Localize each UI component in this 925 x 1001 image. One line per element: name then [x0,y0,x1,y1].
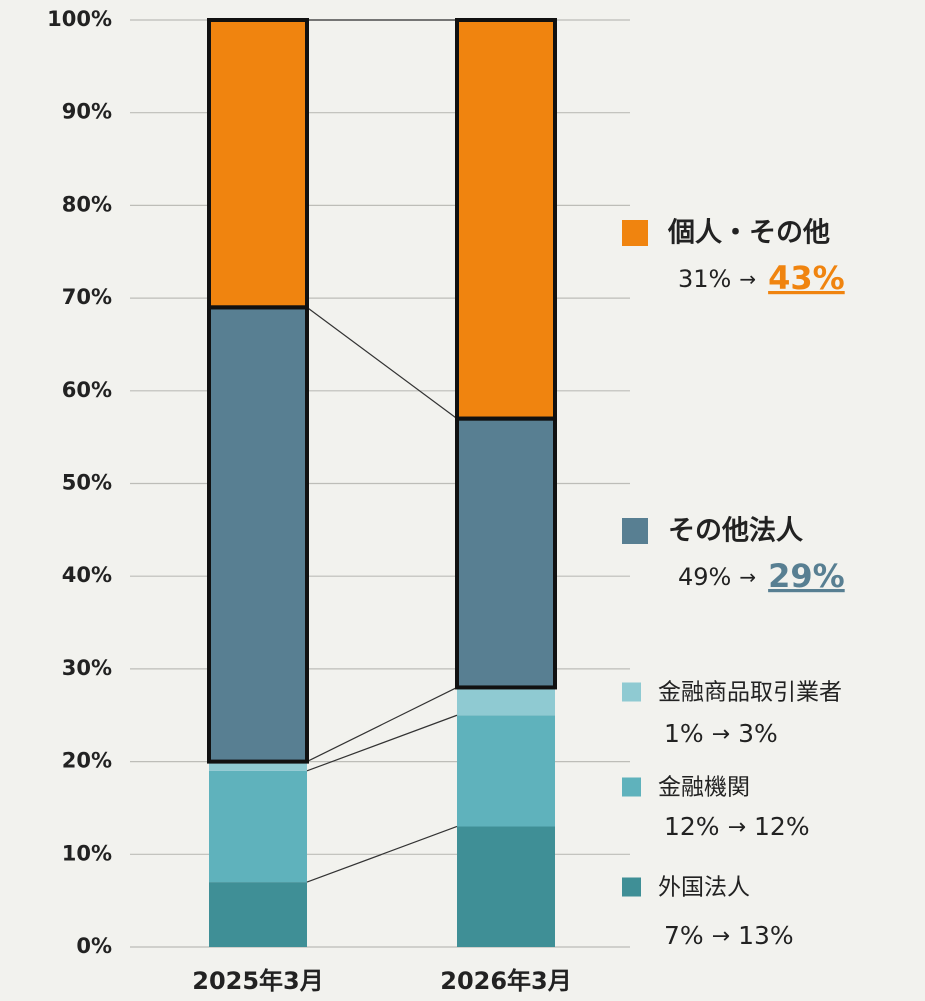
legend-label: 金融機関 [658,775,750,801]
bar-segment [457,715,555,827]
legend-value-to: 13% [738,921,794,950]
y-tick-label: 60% [62,378,112,402]
y-tick-label: 50% [62,471,112,495]
x-tick-label: 2026年3月 [440,967,572,995]
y-tick-label: 30% [62,656,112,680]
legend-value-from: 49% [678,563,731,591]
legend-arrow: → [728,815,746,840]
bar-segment [209,770,307,883]
legend-label: 外国法人 [658,875,750,901]
bar-segment [209,761,307,771]
segment-outline [455,18,557,421]
x-tick-label: 2025年3月 [192,967,324,995]
y-tick-label: 40% [62,563,112,587]
legend-value-to: 3% [738,719,778,748]
bar-segment [209,20,307,308]
y-tick-label: 90% [62,100,112,124]
bar-segment [457,20,555,419]
bar-segment [457,687,555,716]
legend-arrow: → [712,722,730,747]
legend-swatch [622,220,648,246]
legend-value-from: 12% [664,812,720,841]
connector-line [306,686,458,763]
y-tick-label: 20% [62,749,112,773]
y-tick-label: 70% [62,285,112,309]
legend-value-from: 31% [678,265,731,293]
legend-value-from: 7% [664,921,704,950]
bar-segment [209,307,307,762]
y-tick-label: 0% [76,934,112,958]
legend-label: 個人・その他 [667,218,830,249]
legend-values: 12% → 12% [664,812,810,841]
legend-value-to: 29% [768,557,845,595]
legend-arrow: → [739,565,756,589]
legend-values: 7% → 13% [664,921,794,950]
legend-label: 金融商品取引業者 [658,680,842,706]
legend-swatch [622,777,641,797]
legend-values: 31% → 43% [678,259,845,297]
legend-arrow: → [739,267,756,291]
legend-swatch [622,518,648,544]
legend-values: 49% → 29% [678,557,845,595]
connector-line [306,825,458,883]
bar-segment [209,882,307,947]
legend-value-to: 43% [768,259,845,297]
y-tick-label: 10% [62,841,112,865]
legend-arrow: → [712,924,730,949]
y-tick-label: 100% [47,7,112,31]
connector-line [306,306,458,420]
y-tick-label: 80% [62,192,112,216]
connector-line [306,714,458,772]
segment-outline [207,18,309,310]
legend-swatch [622,877,641,897]
legend-label: その他法人 [668,516,803,547]
legend-values: 1% → 3% [664,719,778,748]
legend-swatch [622,682,641,702]
bar-segment [457,418,555,688]
bar-segment [457,826,555,947]
legend-value-to: 12% [754,812,810,841]
legend-value-from: 1% [664,719,704,748]
